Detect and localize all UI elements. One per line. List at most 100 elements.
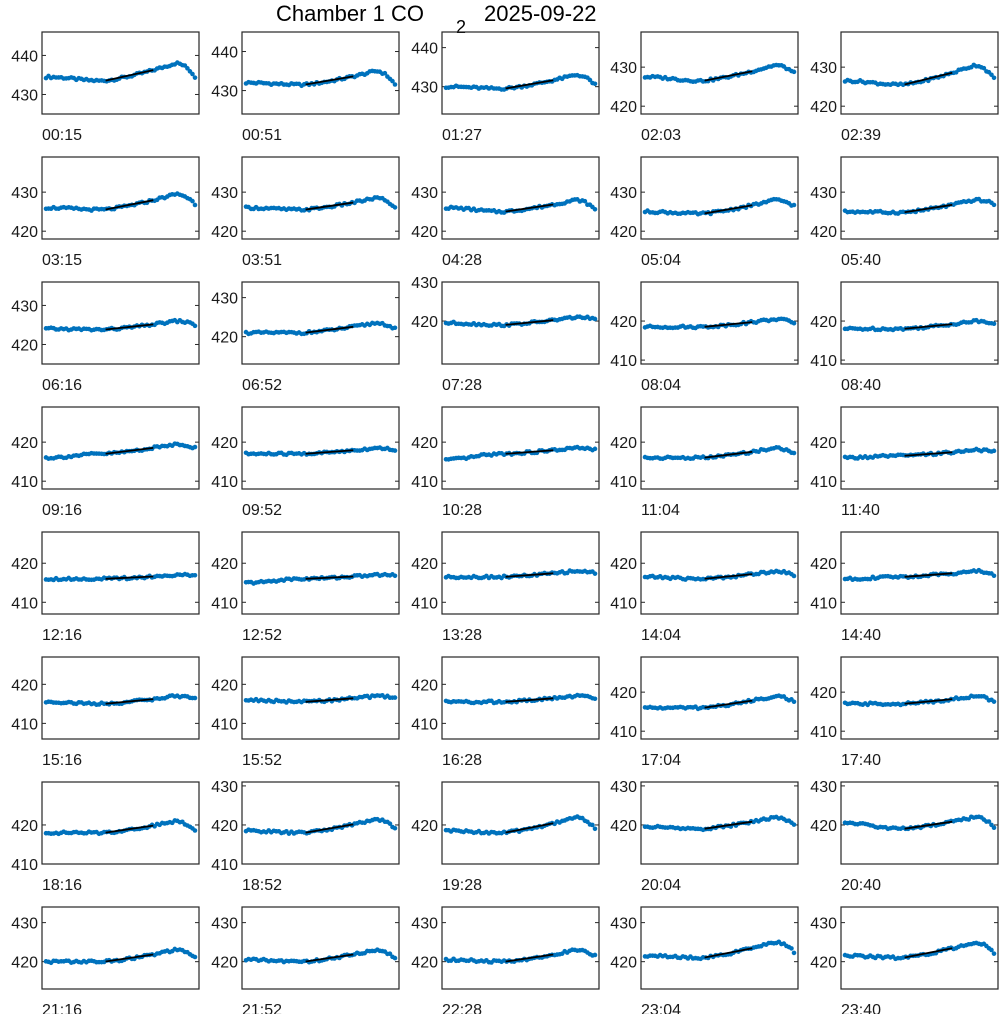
y-tick-label: 420 [411,556,438,573]
data-point [592,696,598,702]
y-tick-label: 420 [411,818,438,835]
fit-line [505,822,554,834]
panel-0804: 410 420 08:04 [610,281,799,394]
data-point [587,77,593,83]
panel-axes-box [441,31,600,115]
data-point [192,695,198,701]
panel-time-label: 13:28 [442,627,482,644]
panel-axes-box [640,906,799,990]
panel-time-label: 03:51 [242,252,282,269]
panel-1816: 410 420 18:16 [11,781,200,894]
y-tick-label: 420 [11,224,38,241]
y-tick-label: 420 [810,685,837,702]
y-tick-label: 430 [11,185,38,202]
data-point [791,320,797,326]
panel-axes-box [241,31,400,115]
panel-0504: 420 430 05:04 [610,156,799,269]
panel-axes-box [241,281,400,365]
fit-line [505,203,554,213]
y-tick-label: 420 [411,224,438,241]
fit-line [105,447,154,455]
y-tick-label: 420 [810,435,837,452]
data-point [390,78,395,84]
y-tick-label: 430 [610,60,637,77]
panel-axes-box [241,531,400,615]
fit-line [105,575,154,580]
y-tick-label: 420 [810,955,837,972]
panel-1216: 410 420 12:16 [11,531,200,644]
panel-time-label: 11:04 [641,502,680,519]
y-tick-label: 410 [211,595,238,612]
y-tick-label: 440 [411,41,438,58]
panel-axes-box [840,906,999,990]
panel-axes-box [640,656,799,740]
y-tick-label: 410 [411,716,438,733]
y-tick-label: 420 [610,955,637,972]
panel-axes-box [241,781,400,865]
panel-axes-box [640,156,799,240]
data-point [192,444,198,450]
data-point [592,952,598,958]
y-tick-label: 410 [610,474,637,491]
panel-time-label: 18:16 [42,877,82,894]
data-points [443,72,598,92]
panel-2228: 420 430 22:28 [411,906,600,1014]
y-tick-label: 420 [610,314,637,331]
data-points [842,814,997,832]
panel-axes-box [640,781,799,865]
panel-1104: 410 420 11:04 [610,406,799,519]
data-point [592,446,598,452]
fit-line [904,71,953,86]
data-point [791,950,797,956]
data-point [192,202,198,208]
data-point [789,946,794,951]
data-point [791,573,797,579]
data-point [991,448,997,454]
y-tick-label: 430 [610,916,637,933]
y-tick-label: 430 [810,916,837,933]
y-tick-label: 420 [411,314,438,331]
panel-axes-box [441,906,600,990]
panel-axes-box [41,906,200,990]
y-tick-label: 430 [211,779,238,796]
y-tick-label: 420 [810,224,837,241]
y-tick-label: 410 [610,353,637,370]
data-point [991,699,997,704]
data-point [791,69,797,75]
panel-time-label: 05:04 [641,252,681,269]
panel-axes-box [241,406,400,490]
y-tick-label: 420 [11,955,38,972]
y-tick-label: 430 [411,916,438,933]
panel-1028: 410 420 10:28 [411,406,600,519]
panel-time-label: 14:04 [641,627,681,644]
y-tick-label: 440 [11,48,38,65]
y-tick-label: 430 [11,916,38,933]
data-points [43,693,198,708]
data-point [592,81,598,87]
y-tick-label: 410 [610,724,637,741]
y-tick-label: 410 [810,595,837,612]
y-tick-label: 420 [610,224,637,241]
y-tick-label: 420 [211,224,238,241]
y-tick-label: 420 [211,955,238,972]
y-tick-label: 420 [211,818,238,835]
fit-line [105,824,154,834]
data-point [192,323,198,329]
panel-time-label: 19:28 [442,877,482,894]
title-date: 2025-09-22 [484,1,597,26]
y-tick-label: 410 [610,595,637,612]
y-tick-label: 430 [11,87,38,104]
data-point [986,819,992,824]
data-point [192,828,198,833]
y-tick-label: 420 [610,685,637,702]
panel-0916: 410 420 09:16 [11,406,200,519]
data-point [387,821,393,826]
y-tick-label: 410 [11,474,38,491]
data-point [791,822,797,827]
data-point [387,951,393,956]
data-point [991,951,997,956]
fit-line [704,450,753,459]
y-tick-label: 410 [211,857,238,874]
fit-line [305,697,354,703]
